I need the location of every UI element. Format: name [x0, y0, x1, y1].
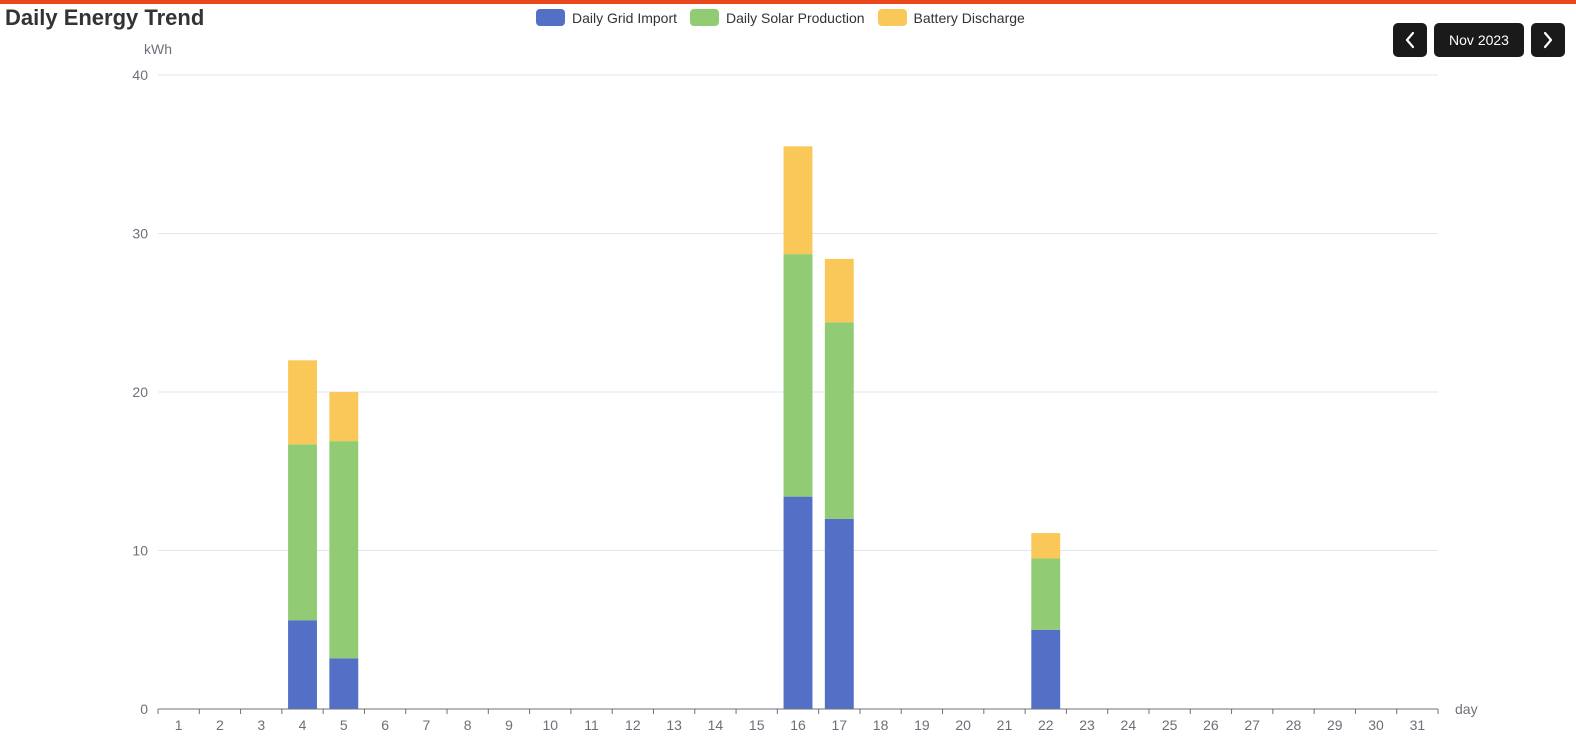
next-month-button[interactable]	[1531, 23, 1565, 57]
bar-segment	[783, 146, 813, 255]
y-tick-label: 10	[132, 543, 148, 559]
bar-segment	[288, 360, 317, 445]
legend-label-solar-production: Daily Solar Production	[726, 9, 865, 26]
legend-swatch-solar-production	[690, 9, 720, 26]
y-tick-label: 30	[132, 226, 148, 242]
chevron-left-icon	[1405, 31, 1415, 49]
x-tick-label: 25	[1162, 717, 1178, 733]
y-tick-label: 40	[132, 67, 148, 83]
x-tick-label: 5	[340, 717, 348, 733]
x-tick-label: 19	[914, 717, 930, 733]
x-tick-label: 3	[257, 717, 265, 733]
x-tick-label: 18	[873, 717, 889, 733]
x-tick-label: 26	[1203, 717, 1219, 733]
x-tick-label: 28	[1286, 717, 1302, 733]
x-tick-label: 30	[1368, 717, 1384, 733]
top-accent-bar	[0, 0, 1576, 4]
x-tick-label: 2	[216, 717, 224, 733]
chart-legend: Daily Grid Import Daily Solar Production…	[536, 9, 1038, 26]
bar-segment	[1031, 558, 1061, 630]
x-tick-label: 17	[832, 717, 848, 733]
bar-segment	[329, 658, 359, 709]
x-tick-label: 8	[464, 717, 472, 733]
legend-label-battery-discharge: Battery Discharge	[913, 9, 1025, 26]
legend-swatch-battery-discharge	[877, 9, 907, 26]
previous-month-button[interactable]	[1393, 23, 1427, 57]
x-tick-label: 13	[666, 717, 682, 733]
bar-segment	[1031, 533, 1061, 559]
bar-segment	[783, 254, 813, 497]
bar-segment	[288, 620, 317, 709]
x-tick-label: 20	[955, 717, 971, 733]
x-tick-label: 11	[584, 717, 599, 733]
x-tick-label: 1	[175, 717, 183, 733]
x-tick-label: 31	[1410, 717, 1426, 733]
x-tick-label: 6	[381, 717, 389, 733]
x-tick-label: 9	[505, 717, 513, 733]
x-axis-label: day	[1455, 701, 1478, 717]
x-tick-label: 12	[625, 717, 641, 733]
x-tick-label: 10	[542, 717, 558, 733]
bar-segment	[824, 518, 854, 709]
x-tick-label: 15	[749, 717, 765, 733]
x-tick-label: 16	[790, 717, 806, 733]
x-tick-label: 23	[1079, 717, 1095, 733]
legend-swatch-grid-import	[536, 9, 565, 26]
chart-title: Daily Energy Trend	[5, 5, 205, 30]
x-tick-label: 4	[299, 717, 307, 733]
bar-segment	[824, 258, 854, 323]
x-tick-label: 14	[708, 717, 724, 733]
legend-item-solar-production[interactable]: Daily Solar Production	[690, 9, 865, 26]
x-tick-label: 27	[1244, 717, 1260, 733]
y-axis-label: kWh	[144, 41, 172, 57]
bar-segment	[783, 496, 813, 709]
bar-segment	[1031, 629, 1061, 709]
y-tick-label: 20	[132, 384, 148, 400]
x-tick-label: 22	[1038, 717, 1054, 733]
month-selector[interactable]: Nov 2023	[1434, 23, 1524, 57]
x-tick-label: 7	[422, 717, 430, 733]
legend-label-grid-import: Daily Grid Import	[572, 9, 678, 26]
chevron-right-icon	[1543, 31, 1553, 49]
x-tick-label: 29	[1327, 717, 1343, 733]
y-tick-label: 0	[140, 701, 148, 717]
bar-segment	[288, 444, 317, 621]
bar-segment	[329, 392, 359, 442]
x-tick-label: 21	[997, 717, 1013, 733]
x-tick-label: 24	[1121, 717, 1137, 733]
legend-item-battery-discharge[interactable]: Battery Discharge	[877, 9, 1025, 26]
legend-item-grid-import[interactable]: Daily Grid Import	[536, 9, 677, 26]
bar-segment	[824, 322, 854, 519]
bar-segment	[329, 441, 359, 659]
